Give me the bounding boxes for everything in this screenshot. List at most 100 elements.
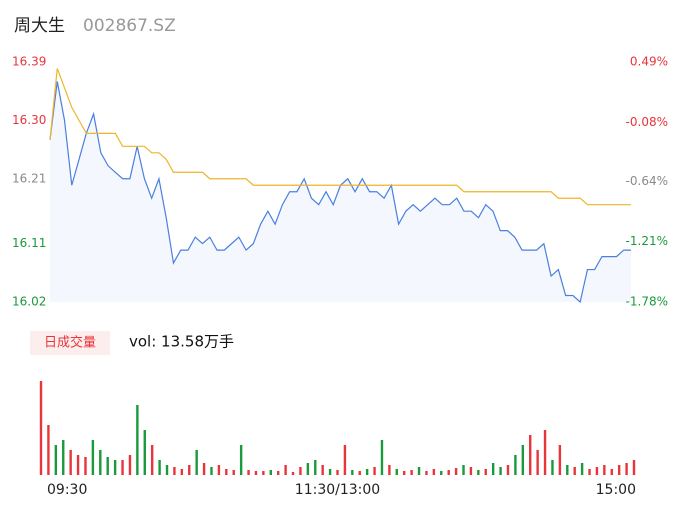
volume-bar [432,469,436,475]
volume-bar [99,450,102,475]
volume-bar [106,457,109,475]
volume-bar [343,445,347,475]
y2-tick-label: -0.64% [626,174,668,188]
y2-tick-label: -0.08% [626,115,668,129]
volume-bar [39,381,43,475]
volume-bar [543,430,547,475]
volume-bar [336,470,339,475]
volume-bar [165,465,169,475]
volume-bar [328,469,332,475]
volume-bar [47,425,50,475]
volume-bar [514,455,517,475]
volume-bar [447,470,450,475]
volume-bar [314,460,317,475]
volume-bar [84,457,87,475]
volume-bar [610,469,613,475]
volume-bar [173,467,176,475]
volume-bar [69,450,72,475]
average-line [49,68,631,206]
volume-bar [291,472,295,475]
volume-bar [566,465,569,475]
volume-bar [306,463,310,475]
volume-bar [440,471,443,475]
stock-name: 周大生 [14,16,65,36]
volume-bar [143,430,146,475]
volume-bar [595,467,599,475]
volume-bar [121,460,124,475]
x-tick-label: 09:30 [47,482,87,498]
volume-bar [603,465,606,475]
volume-bar [188,465,191,475]
volume-bar [225,469,228,475]
volume-bar [351,470,354,475]
volume-bar [321,465,324,475]
volume-bar [284,465,287,475]
volume-bar [373,467,376,475]
y-tick-label: 16.11 [12,236,46,250]
stock-code: 002867.SZ [83,16,176,36]
volume-bar [299,467,302,475]
volume-bar [150,445,154,475]
volume-bar [262,471,265,475]
price-area [50,81,631,302]
volume-bar [580,463,584,475]
volume-bar [410,470,413,475]
x-tick-label: 11:30/13:00 [295,482,380,498]
volume-bar [491,463,495,475]
volume-bar [632,460,636,475]
y2-tick-label: -1.78% [626,295,668,309]
y-tick-label: 16.21 [12,171,46,185]
x-tick-label: 15:00 [596,482,636,498]
volume-bar [558,445,562,475]
volume-bar [462,465,465,475]
y2-tick-label: 0.49% [630,55,668,69]
volume-bar [91,440,95,475]
volume-bar [395,469,398,475]
volume-bar [506,465,510,475]
volume-bar [62,440,65,475]
volume-bar [158,460,161,475]
volume-total: vol: 13.58万手 [129,333,234,351]
volume-bar [358,471,361,475]
volume-bar [588,469,591,475]
volume-bar [469,467,473,475]
volume-bar [232,470,235,475]
volume-bar [529,435,532,475]
volume-bar [617,465,621,475]
volume-bar [247,470,250,475]
volume-bar [202,463,206,475]
y-tick-label: 16.30 [12,113,46,127]
volume-bar [625,463,628,475]
volume-bar [76,455,80,475]
volume-bar [54,445,58,475]
volume-bar [380,440,384,475]
volume-bar [403,471,406,475]
volume-label: 日成交量 [44,335,96,351]
volume-bar [477,470,480,475]
volume-bar [484,469,487,475]
volume-bar [425,471,428,475]
volume-bar [210,467,213,475]
volume-bar [269,470,272,475]
volume-bar [128,455,132,475]
volume-bar [551,460,554,475]
volume-bar [217,465,221,475]
y2-tick-label: -1.21% [626,234,668,248]
volume-bar [239,445,243,475]
volume-bar [573,467,576,475]
volume-bar [365,469,369,475]
volume-bar [113,460,117,475]
volume-bar [388,465,391,475]
volume-bar [277,471,280,475]
volume-bar [254,471,258,475]
volume-bar [521,445,525,475]
y-tick-label: 16.02 [12,295,46,309]
volume-bar [136,405,139,475]
volume-label-bg [30,331,110,355]
volume-bar [195,450,198,475]
volume-bar [417,467,421,475]
volume-bar [499,467,502,475]
volume-bar [454,468,458,475]
volume-bar [180,469,184,475]
